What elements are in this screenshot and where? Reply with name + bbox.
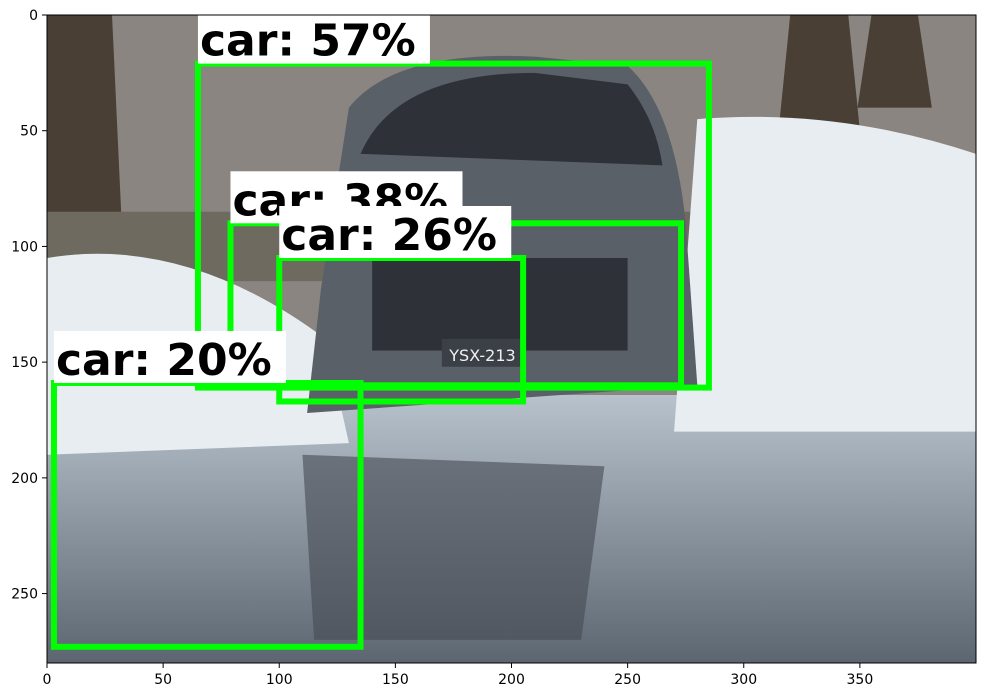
- license-plate-text: YSX-213: [448, 346, 515, 365]
- y-tick-label: 150: [11, 355, 38, 371]
- detections: car: 57%car: 38%car: 26%car: 20%: [50, 15, 712, 650]
- x-tick-label: 150: [382, 672, 409, 688]
- detection: car: 26%: [276, 206, 527, 405]
- x-tick-label: 100: [266, 672, 293, 688]
- car-reflection: [302, 454, 605, 640]
- tree-trunk: [857, 15, 932, 108]
- y-tick-label: 250: [11, 587, 38, 603]
- reflection-shape: [302, 454, 605, 640]
- x-tick-label: 200: [498, 672, 525, 688]
- x-tick-label: 300: [730, 672, 757, 688]
- x-axis: 0 50 100 150 200 250 300 350: [43, 663, 874, 688]
- y-tick-label: 100: [11, 239, 38, 255]
- detection: car: 20%: [50, 330, 364, 650]
- y-tick-label: 50: [20, 124, 38, 140]
- license-plate: [441, 339, 524, 367]
- y-tick-label: 200: [11, 471, 38, 487]
- y-tick-label: 0: [29, 8, 38, 24]
- car-windshield: [360, 72, 663, 166]
- detection-label-bg: [279, 206, 512, 258]
- car-grille: [372, 258, 628, 351]
- x-tick-label: 350: [847, 672, 874, 688]
- splash-right: [674, 116, 976, 432]
- y-axis: 0 50 100 150 200 250: [11, 8, 47, 603]
- detection-label: car: 20%: [56, 335, 272, 386]
- x-tick-label: 250: [614, 672, 641, 688]
- detection-label-bg: [53, 330, 286, 383]
- detection-label: car: 26%: [281, 210, 497, 261]
- x-tick-label: 50: [154, 672, 172, 688]
- x-tick-label: 0: [43, 672, 52, 688]
- detection-label-bg: [197, 15, 430, 64]
- detection-label: car: 57%: [200, 16, 416, 67]
